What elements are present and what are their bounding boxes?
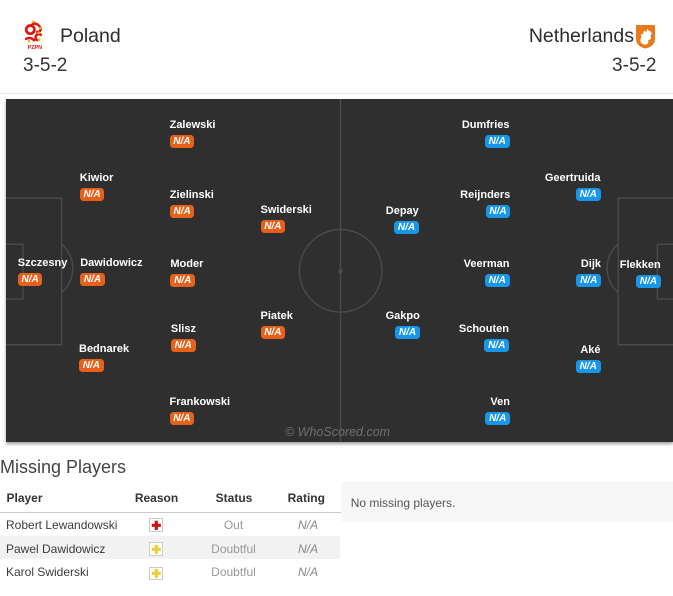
svg-text:PZPN: PZPN — [28, 45, 42, 50]
